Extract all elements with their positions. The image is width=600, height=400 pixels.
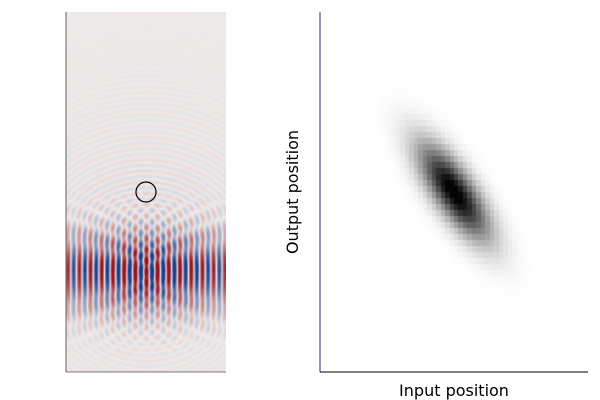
scatterer-circle [135,181,157,203]
y-axis-label: Output position [283,130,302,254]
wave-field-image [66,12,226,372]
matrix-heatmap-image [320,12,588,372]
matrix-panel: Input position Output position [283,12,588,400]
wave-field-panel [65,12,226,373]
x-axis-label: Input position [399,381,509,400]
